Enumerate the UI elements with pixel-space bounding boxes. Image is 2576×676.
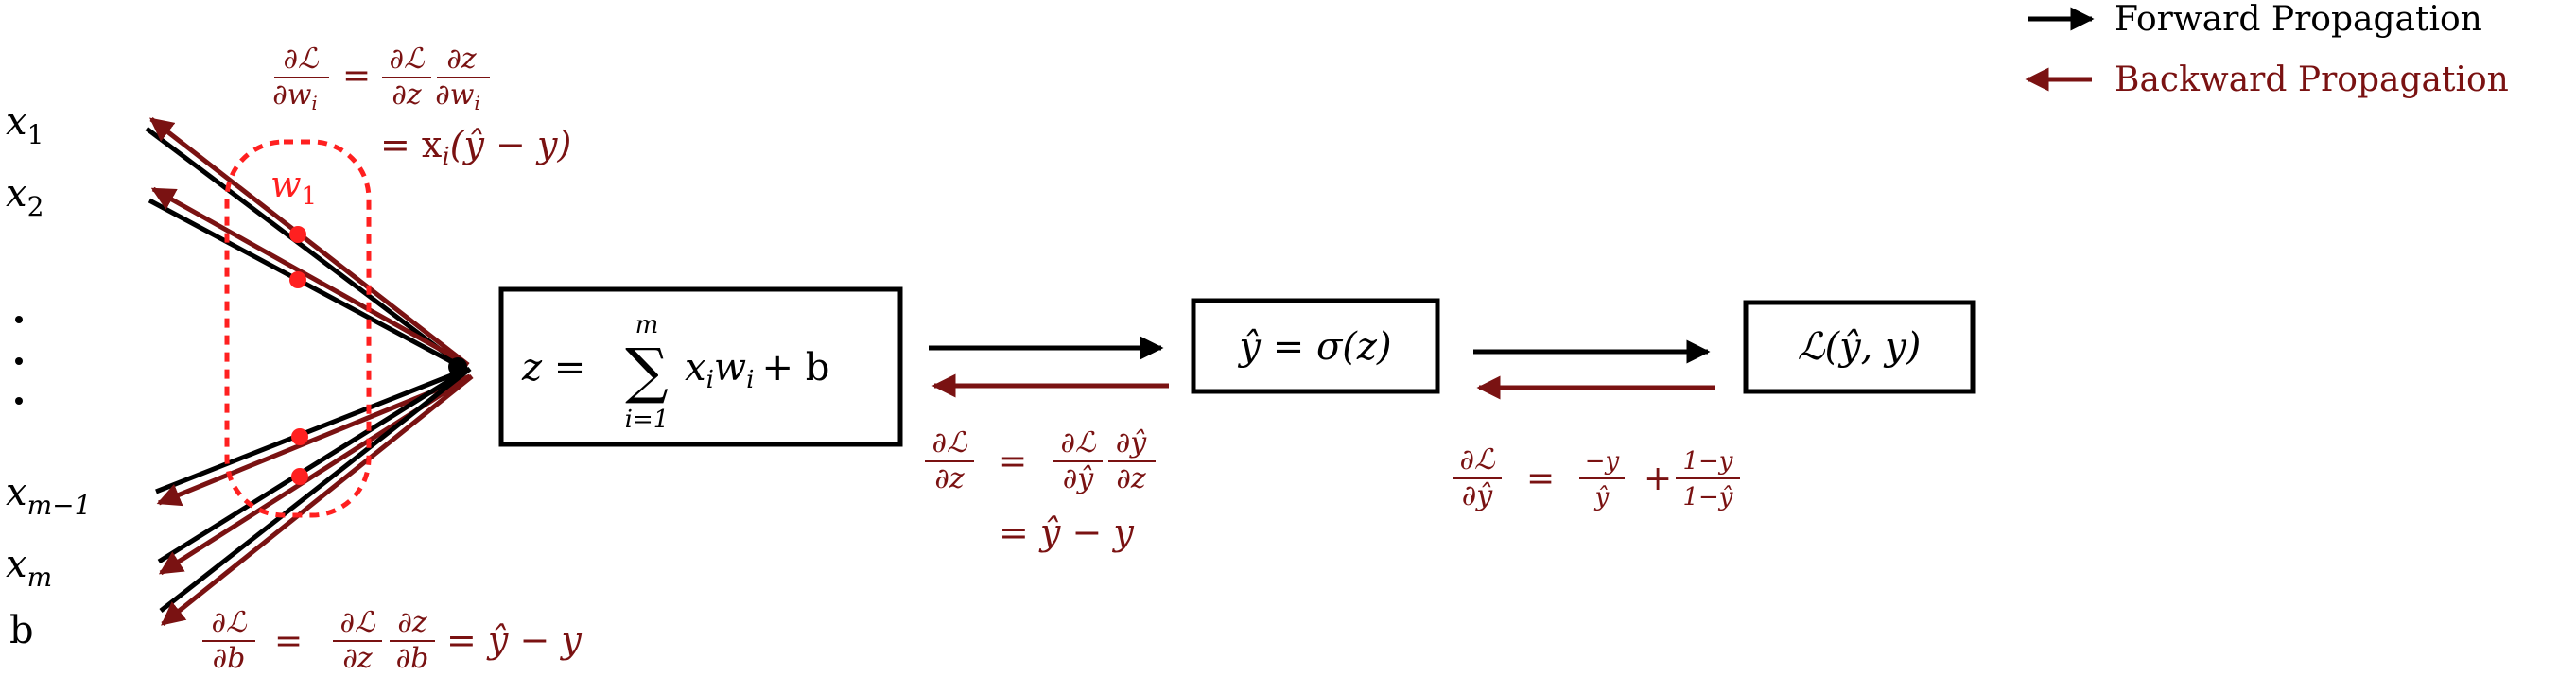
- ellipsis-dot: [15, 397, 23, 405]
- backward-arrow-x2: [153, 189, 468, 365]
- dz-eq: =: [999, 442, 1027, 481]
- db-eq: =: [274, 622, 303, 661]
- input-x1-label: x1: [6, 100, 44, 150]
- arrows-linear-activation: [929, 348, 1169, 386]
- dz-num3: ∂ŷ: [1116, 426, 1148, 459]
- forward-arrow-xm1: [156, 369, 468, 492]
- weight-label: w1: [270, 164, 317, 211]
- arrows-activation-loss: [1473, 352, 1715, 388]
- gradient-dyhat: ∂ℒ ∂ŷ = −y ŷ + 1−y 1−ŷ: [1453, 443, 1740, 512]
- summation-node: [448, 357, 467, 376]
- ellipsis-dot: [15, 316, 23, 323]
- dyhat-num1: ∂ℒ: [1459, 443, 1496, 477]
- db-num3: ∂z: [397, 606, 427, 639]
- weight-dot: [289, 226, 306, 243]
- db-tail: = ŷ − y: [446, 619, 582, 661]
- dz-num1: ∂ℒ: [931, 426, 968, 459]
- db-num1: ∂ℒ: [211, 606, 248, 639]
- input-labels: x1 x2 xm−1 xm b: [6, 100, 91, 652]
- input-xm-label: xm: [6, 543, 52, 593]
- dyhat-den2: ŷ: [1594, 483, 1610, 511]
- forward-arrow-x2: [149, 200, 468, 371]
- sum-top: m: [635, 311, 659, 339]
- forward-arrow-bias: [161, 369, 470, 611]
- db-den3: ∂b: [396, 642, 429, 675]
- dyhat-plus: +: [1644, 459, 1672, 498]
- legend-forward-label: Forward Propagation: [2115, 0, 2482, 39]
- dw-eq: =: [342, 57, 371, 95]
- dyhat-num2: −y: [1585, 447, 1620, 476]
- linear-box: z = m ∑ i=1 xiwi + b: [501, 289, 900, 444]
- forward-arrow-xm: [159, 369, 468, 562]
- db-num2: ∂ℒ: [339, 606, 376, 639]
- dw-den2: ∂z: [392, 78, 422, 112]
- weight-dot: [291, 468, 308, 485]
- legend: Forward Propagation Backward Propagation: [2028, 0, 2509, 99]
- db-den1: ∂b: [213, 642, 246, 675]
- dw-num1: ∂ℒ: [283, 43, 320, 76]
- gradient-dw: ∂ℒ ∂wi = ∂ℒ ∂z ∂z ∂wi = xi(ŷ − y): [272, 43, 571, 171]
- input-bias-label: b: [9, 609, 34, 652]
- dz-den1: ∂z: [934, 462, 965, 495]
- dw-den3: ∂wi: [435, 78, 480, 114]
- dw-line2: = xi(ŷ − y): [380, 124, 571, 171]
- loss-box: ℒ(ŷ, y): [1746, 303, 1973, 391]
- sum-symbol: ∑: [625, 337, 669, 407]
- activation-text: ŷ = σ(z): [1237, 325, 1391, 369]
- dyhat-den1: ∂ŷ: [1462, 479, 1494, 512]
- activation-box: ŷ = σ(z): [1193, 301, 1437, 391]
- dyhat-den3: 1−ŷ: [1682, 483, 1732, 511]
- weight-highlight: w1: [227, 142, 369, 515]
- dz-den3: ∂z: [1116, 462, 1146, 495]
- weight-dot: [289, 271, 306, 288]
- dw-den1: ∂wi: [272, 78, 318, 114]
- dw-num2: ∂ℒ: [389, 43, 426, 76]
- input-xm1-label: xm−1: [6, 471, 91, 521]
- loss-text: ℒ(ŷ, y): [1798, 325, 1922, 369]
- dyhat-num3: 1−y: [1682, 447, 1732, 476]
- dyhat-eq: =: [1526, 459, 1555, 498]
- db-den2: ∂z: [342, 642, 373, 675]
- dz-den2: ∂ŷ: [1063, 462, 1095, 495]
- dz-num2: ∂ℒ: [1060, 426, 1097, 459]
- ellipsis-dot: [15, 357, 23, 365]
- dw-num3: ∂z: [446, 43, 477, 76]
- weight-dot: [291, 428, 308, 445]
- dz-line2: = ŷ − y: [999, 511, 1134, 553]
- legend-backward-label: Backward Propagation: [2115, 61, 2509, 99]
- input-x2-label: x2: [6, 172, 44, 222]
- linear-lhs: z =: [521, 346, 585, 390]
- backward-arrow-bias: [163, 376, 472, 624]
- sum-bottom: i=1: [625, 406, 670, 434]
- gradient-dz: ∂ℒ ∂z = ∂ℒ ∂ŷ ∂ŷ ∂z = ŷ − y: [925, 426, 1156, 553]
- gradient-db: ∂ℒ ∂b = ∂ℒ ∂z ∂z ∂b = ŷ − y: [202, 606, 582, 675]
